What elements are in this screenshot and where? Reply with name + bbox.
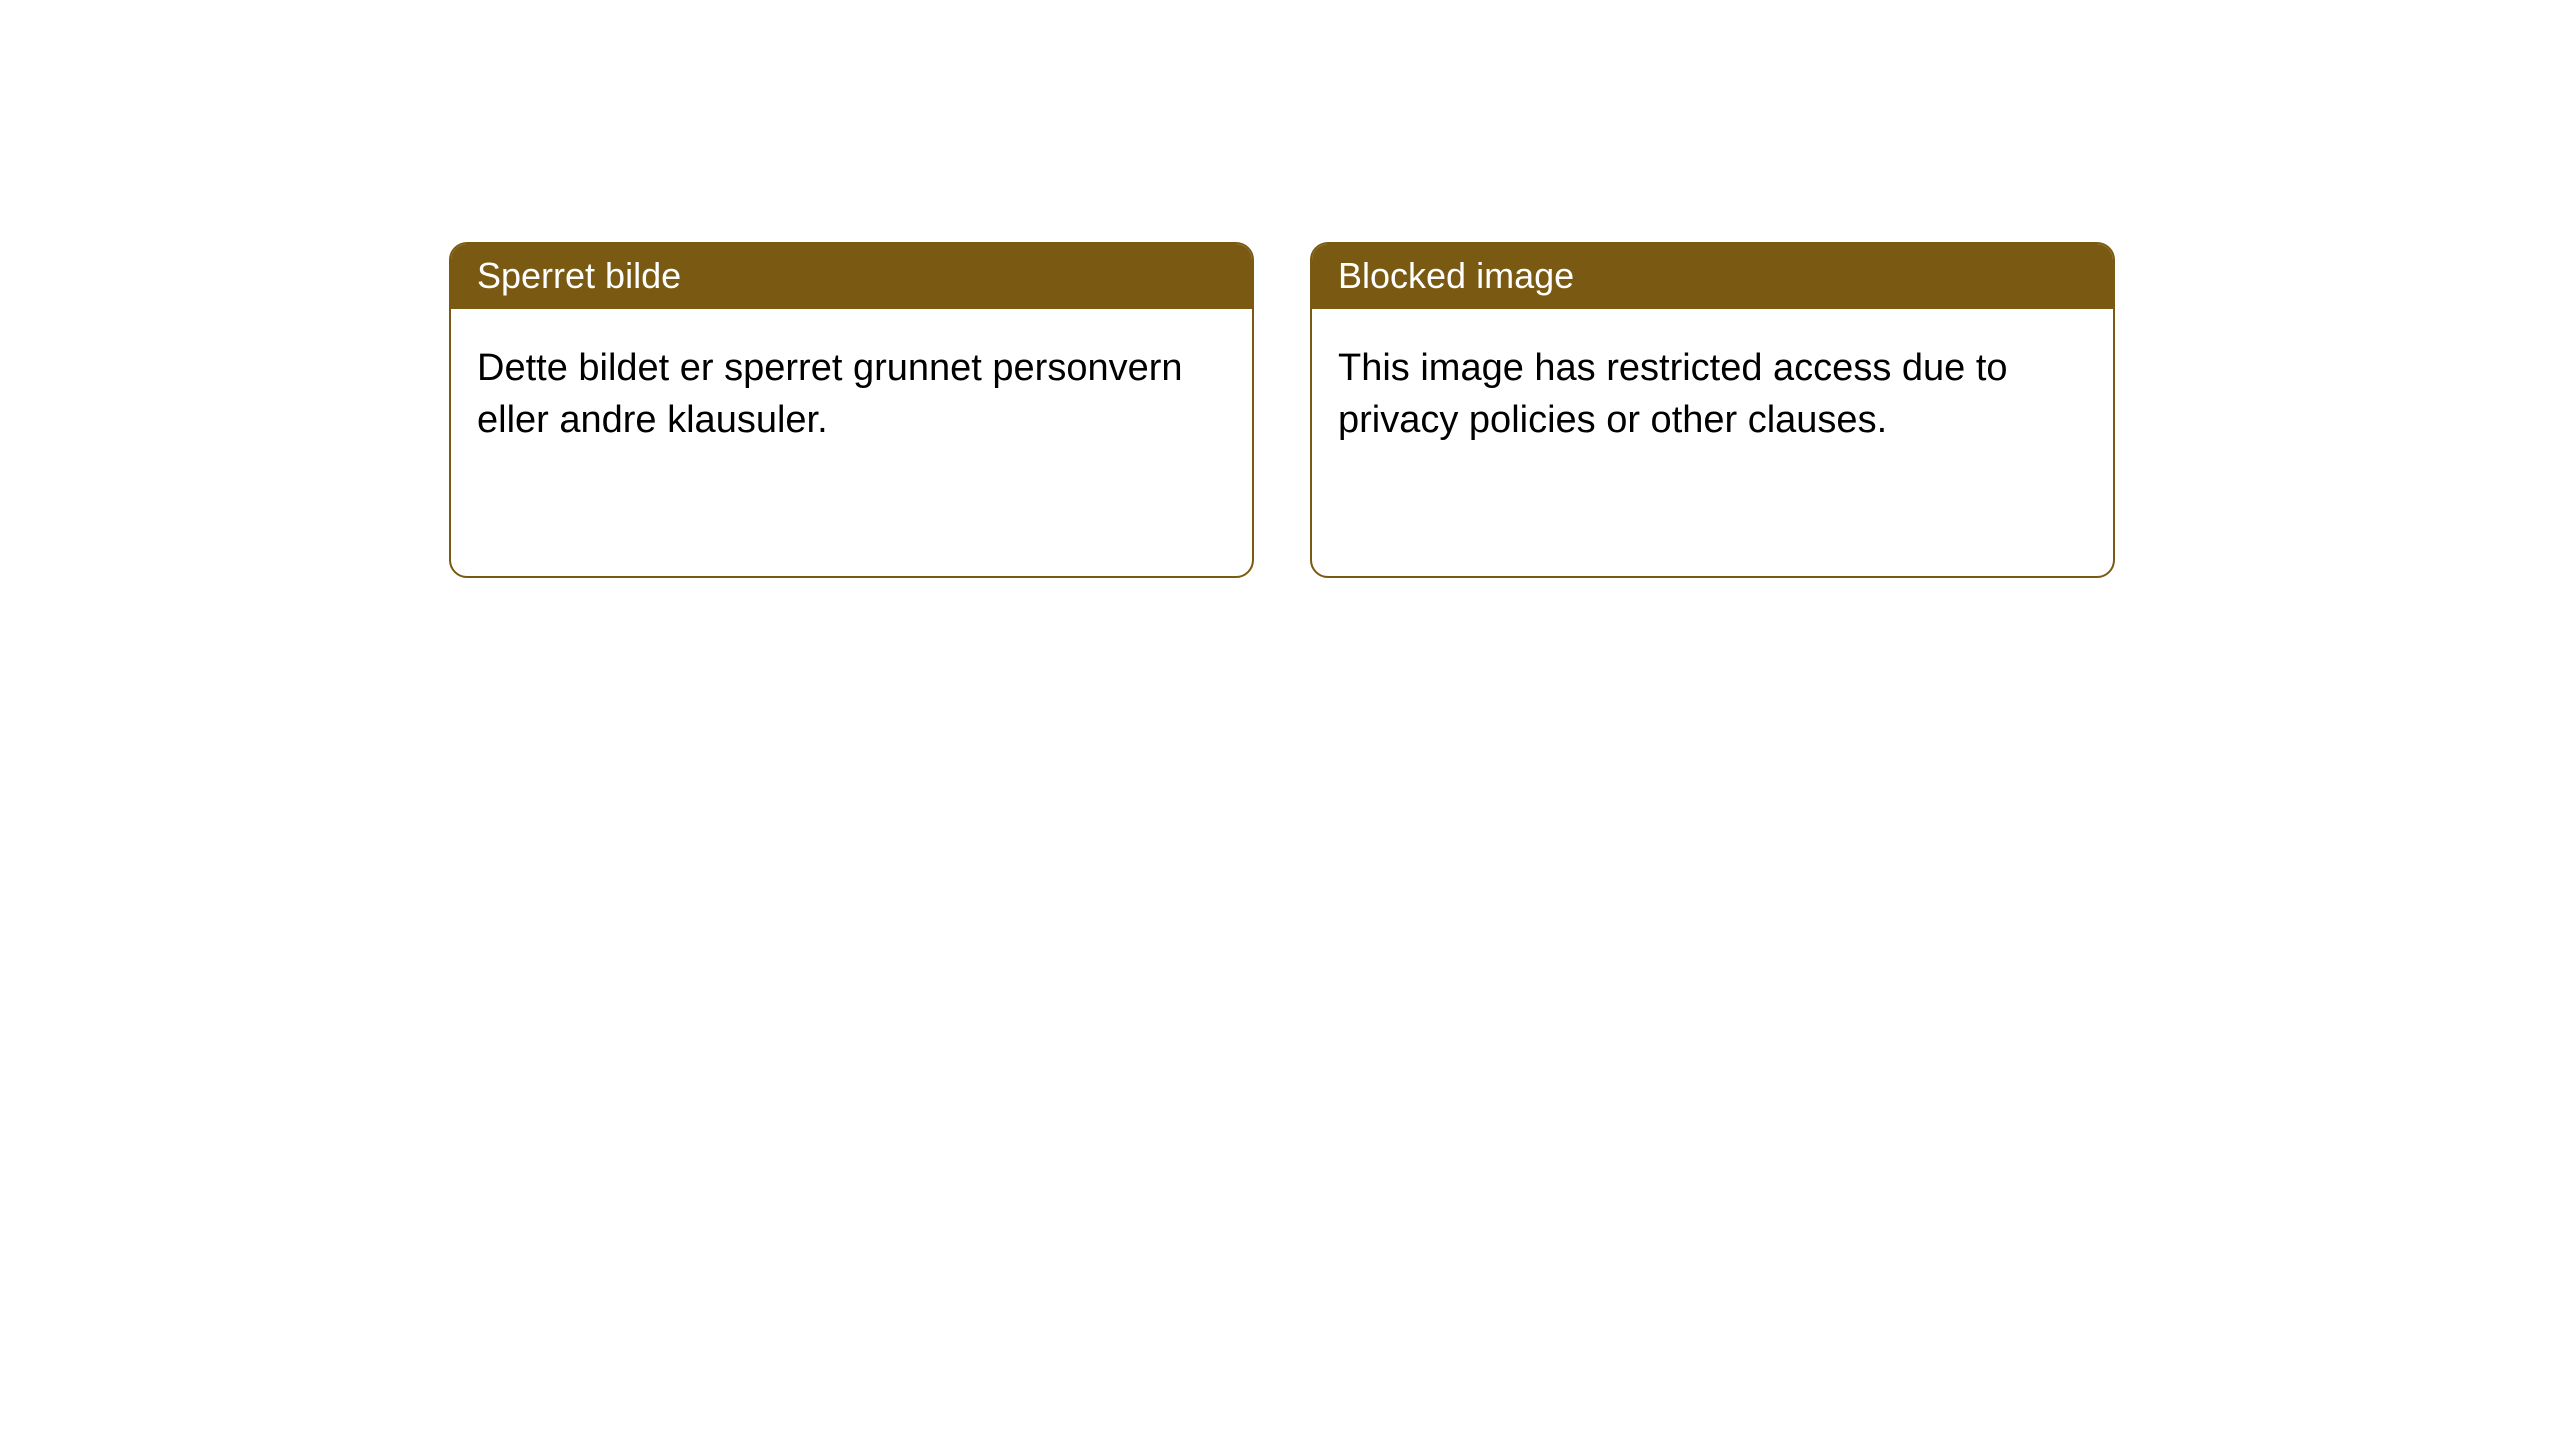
- card-title-norwegian: Sperret bilde: [451, 244, 1252, 309]
- card-body-english: This image has restricted access due to …: [1312, 309, 2113, 480]
- card-body-norwegian: Dette bildet er sperret grunnet personve…: [451, 309, 1252, 480]
- blocked-image-card-english: Blocked image This image has restricted …: [1310, 242, 2115, 578]
- blocked-image-card-norwegian: Sperret bilde Dette bildet er sperret gr…: [449, 242, 1254, 578]
- card-title-english: Blocked image: [1312, 244, 2113, 309]
- notice-cards-container: Sperret bilde Dette bildet er sperret gr…: [0, 0, 2560, 578]
